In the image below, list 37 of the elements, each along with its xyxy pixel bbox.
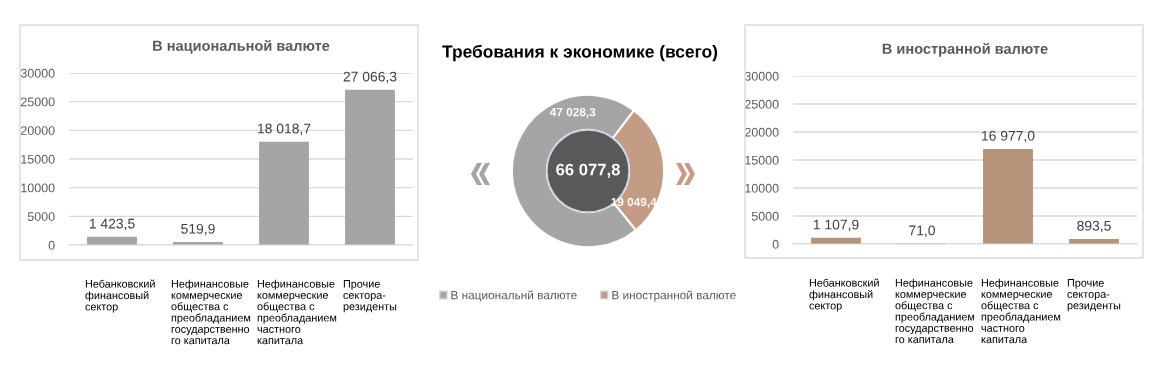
y-tick-label: 10000 — [745, 183, 779, 193]
y-tick-label: 5000 — [27, 212, 55, 221]
chart-title: В иностранной валюте — [882, 42, 1048, 57]
x-tick-label: Небанковский финансовый сектор — [85, 279, 155, 313]
data-label: 1 423,5 — [89, 218, 135, 231]
y-tick-label: 25000 — [744, 99, 779, 109]
y-tick-label: 0 — [772, 239, 779, 249]
y-tick-label: 15000 — [21, 154, 55, 164]
data-label: 893,5 — [1077, 220, 1111, 233]
y-tick-label: 15000 — [745, 155, 779, 165]
y-tick-label: 30000 — [20, 68, 55, 78]
data-label: 16 977,0 — [982, 130, 1035, 143]
x-tick-label: Прочие сектора- резиденты — [343, 280, 397, 313]
data-label: 71,0 — [909, 225, 935, 237]
y-tick-label: 30000 — [744, 71, 779, 81]
data-label: 47 028,3 — [549, 107, 596, 118]
x-tick-label: Нефинансовые коммерческие общества с преобладанием частного капитала — [257, 279, 337, 345]
x-tick-label: Нефинансовые коммерческие общества с преобладанием государственно го капитала — [895, 278, 975, 344]
y-tick-label: 0 — [48, 240, 55, 250]
y-tick-label: 10000 — [21, 183, 55, 193]
y-tick-label: 20000 — [744, 127, 779, 137]
x-tick-label: Нефинансовые коммерческие общества с преобладанием государственно го капитала — [171, 279, 251, 345]
legend-label: В иностранной валюте — [612, 290, 736, 302]
x-tick-label: Прочие сектора- резиденты — [1067, 279, 1121, 312]
x-tick-label: Нефинансовые коммерческие общества с преобладанием частного капитала — [981, 278, 1061, 344]
data-label: 18 018,7 — [258, 123, 311, 136]
data-label: 1 107,9 — [813, 219, 859, 232]
chart-title: Требования к экономике (всего) — [442, 44, 718, 62]
y-tick-label: 25000 — [20, 97, 55, 107]
legend-label: В национальнй валюте — [451, 290, 577, 302]
data-label: 27 066,3 — [343, 71, 397, 84]
y-tick-label: 5000 — [751, 211, 779, 221]
text: 66 077,8 — [556, 163, 620, 178]
y-tick-label: 20000 — [20, 126, 55, 135]
x-tick-label: Небанковский финансовый сектор — [809, 278, 879, 312]
data-label: 519,9 — [181, 223, 215, 236]
chart-title: В национальной валюте — [153, 39, 330, 54]
